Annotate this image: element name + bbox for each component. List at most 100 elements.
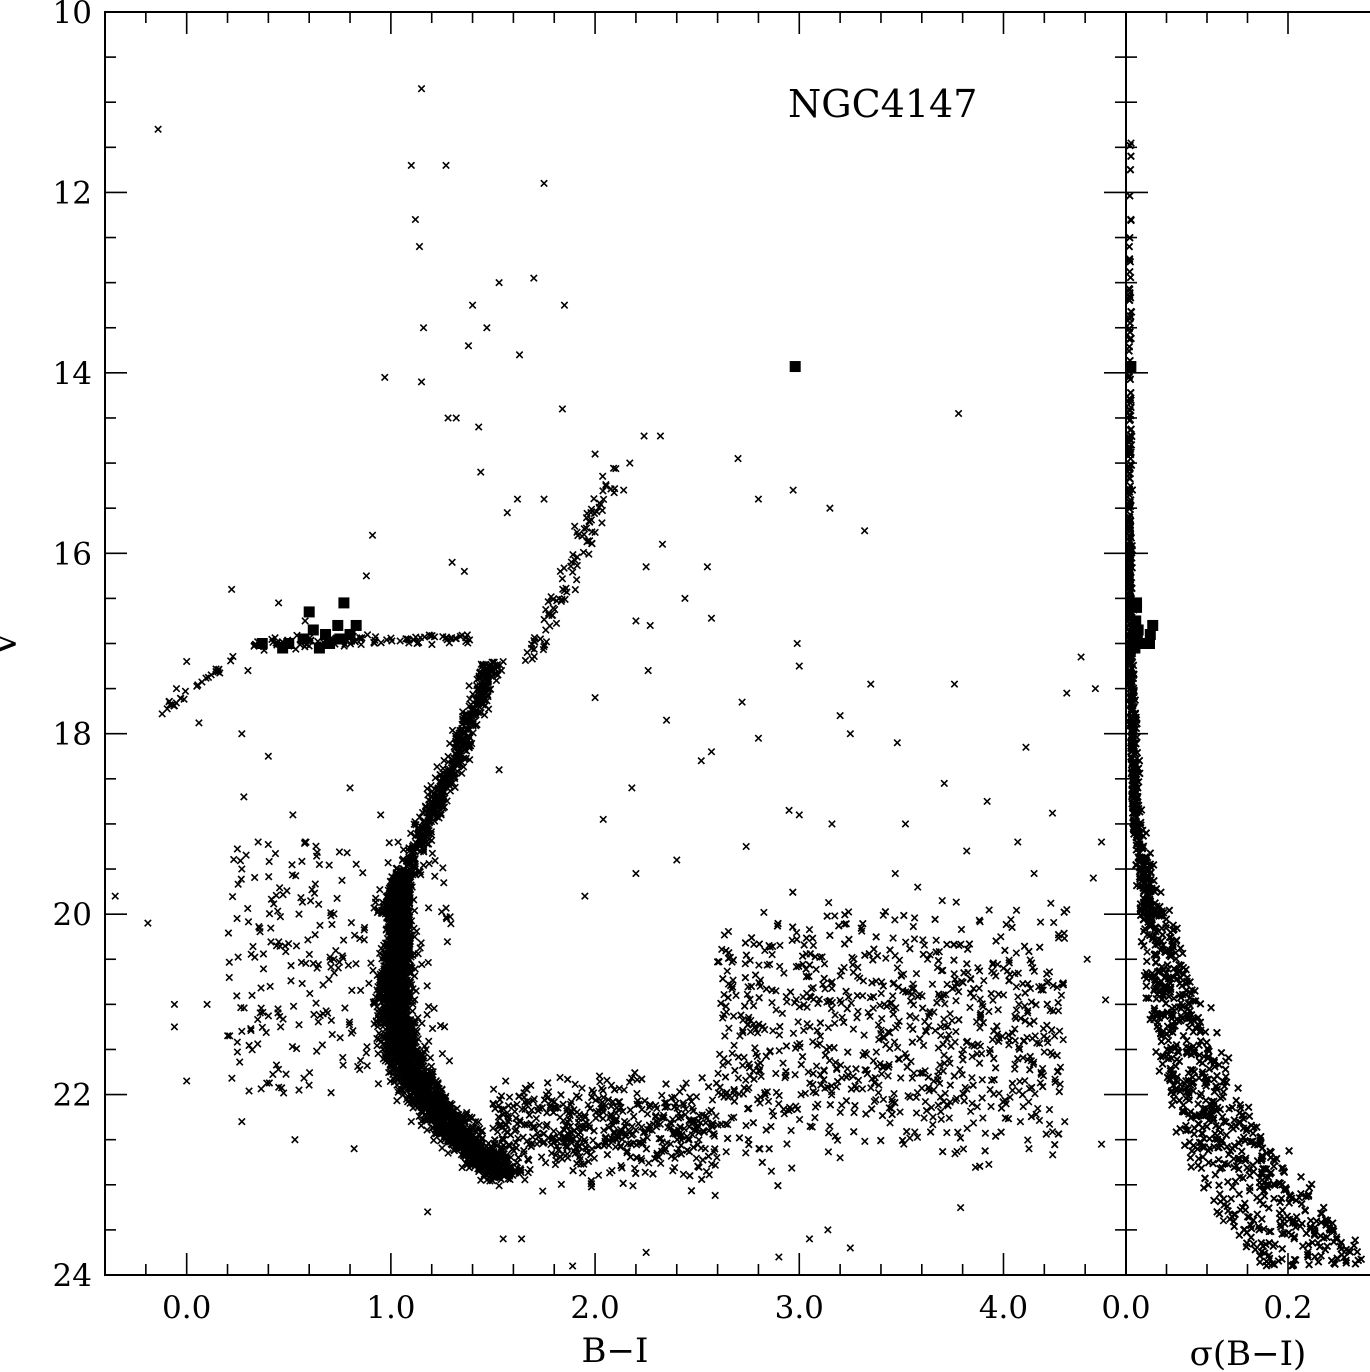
star-point [812,1062,821,1070]
star-point [985,1160,993,1169]
star-point [805,1235,814,1243]
star-point [1089,874,1098,882]
star-point [556,1073,564,1082]
star-point [448,726,457,735]
star-point [411,215,420,224]
star-point [893,738,902,747]
star-point [910,935,919,943]
star-point [426,1053,435,1062]
star-point [427,1062,436,1071]
star-point [920,1114,928,1122]
star-point [755,961,763,969]
star-point [1097,838,1106,846]
star-point [238,1027,246,1036]
star-point [692,1154,701,1163]
star-point [793,639,802,648]
star-point [768,998,776,1007]
star-point [1012,949,1021,957]
star-point [578,1169,587,1177]
star-point [989,996,997,1004]
star-point [656,1159,665,1168]
star-point [658,540,667,549]
star-point [846,1244,855,1252]
star-point [254,838,262,846]
star-point [764,1097,773,1106]
star-point [505,1093,514,1101]
star-point [812,965,820,974]
star-point [264,752,273,761]
star-point [407,1117,416,1126]
star-point [714,1069,722,1078]
star-point [560,301,569,309]
star-point [891,869,900,878]
star-point [811,1113,819,1122]
star-point [1060,1117,1069,1126]
left-scatter-points [111,84,1110,1270]
star-point [641,1168,649,1176]
star-point [792,928,801,937]
star-point [579,548,588,557]
star-point [182,657,191,666]
star-point [999,964,1008,973]
star-point [953,1147,961,1156]
star-point [571,585,580,594]
star-point [417,378,426,386]
star-point [1030,869,1038,878]
star-point [528,655,537,663]
star-point [658,1091,666,1100]
star-point [495,1181,503,1190]
star-point [346,784,354,792]
star-point [952,898,961,906]
star-point [572,576,581,584]
star-point [884,1072,892,1080]
star-point [240,793,248,801]
star-point [536,635,545,643]
star-point [1023,1136,1032,1144]
star-point [707,747,716,756]
star-point [791,1070,799,1079]
star-point [530,274,538,282]
star-point [350,1144,358,1153]
star-point [598,519,606,527]
star-point [590,494,598,503]
star-point [570,522,579,530]
star-point [795,811,804,819]
star-point [276,1023,285,1031]
star-point [452,414,460,422]
star-point [929,1113,937,1121]
star-point [560,564,568,572]
star-point [598,472,607,481]
star-point [484,705,493,713]
star-point [415,242,424,251]
star-point [959,1145,968,1153]
star-point [826,1122,834,1130]
star-point [656,432,665,440]
star-point [711,1191,719,1200]
star-point [783,1140,791,1148]
star-point [779,1059,787,1067]
star-point [111,892,119,900]
star-point [1022,743,1030,752]
star-point [827,1004,836,1013]
star-point [860,526,869,535]
star-point [824,1226,832,1234]
star-point [1083,955,1091,964]
star-point [442,161,450,170]
star-point [985,906,993,914]
star-point [846,729,855,738]
star-point [828,820,836,828]
star-point [552,619,561,628]
star-point [513,495,522,503]
star-point [464,342,473,350]
star-point [836,711,844,720]
star-point [291,1135,299,1144]
star-point [203,1000,211,1009]
star-point [642,563,650,571]
star-point [499,1235,507,1243]
star-point [920,941,929,950]
star-point [460,567,469,576]
star-point [423,1208,432,1216]
star-point [697,757,706,765]
star-point [567,562,575,570]
